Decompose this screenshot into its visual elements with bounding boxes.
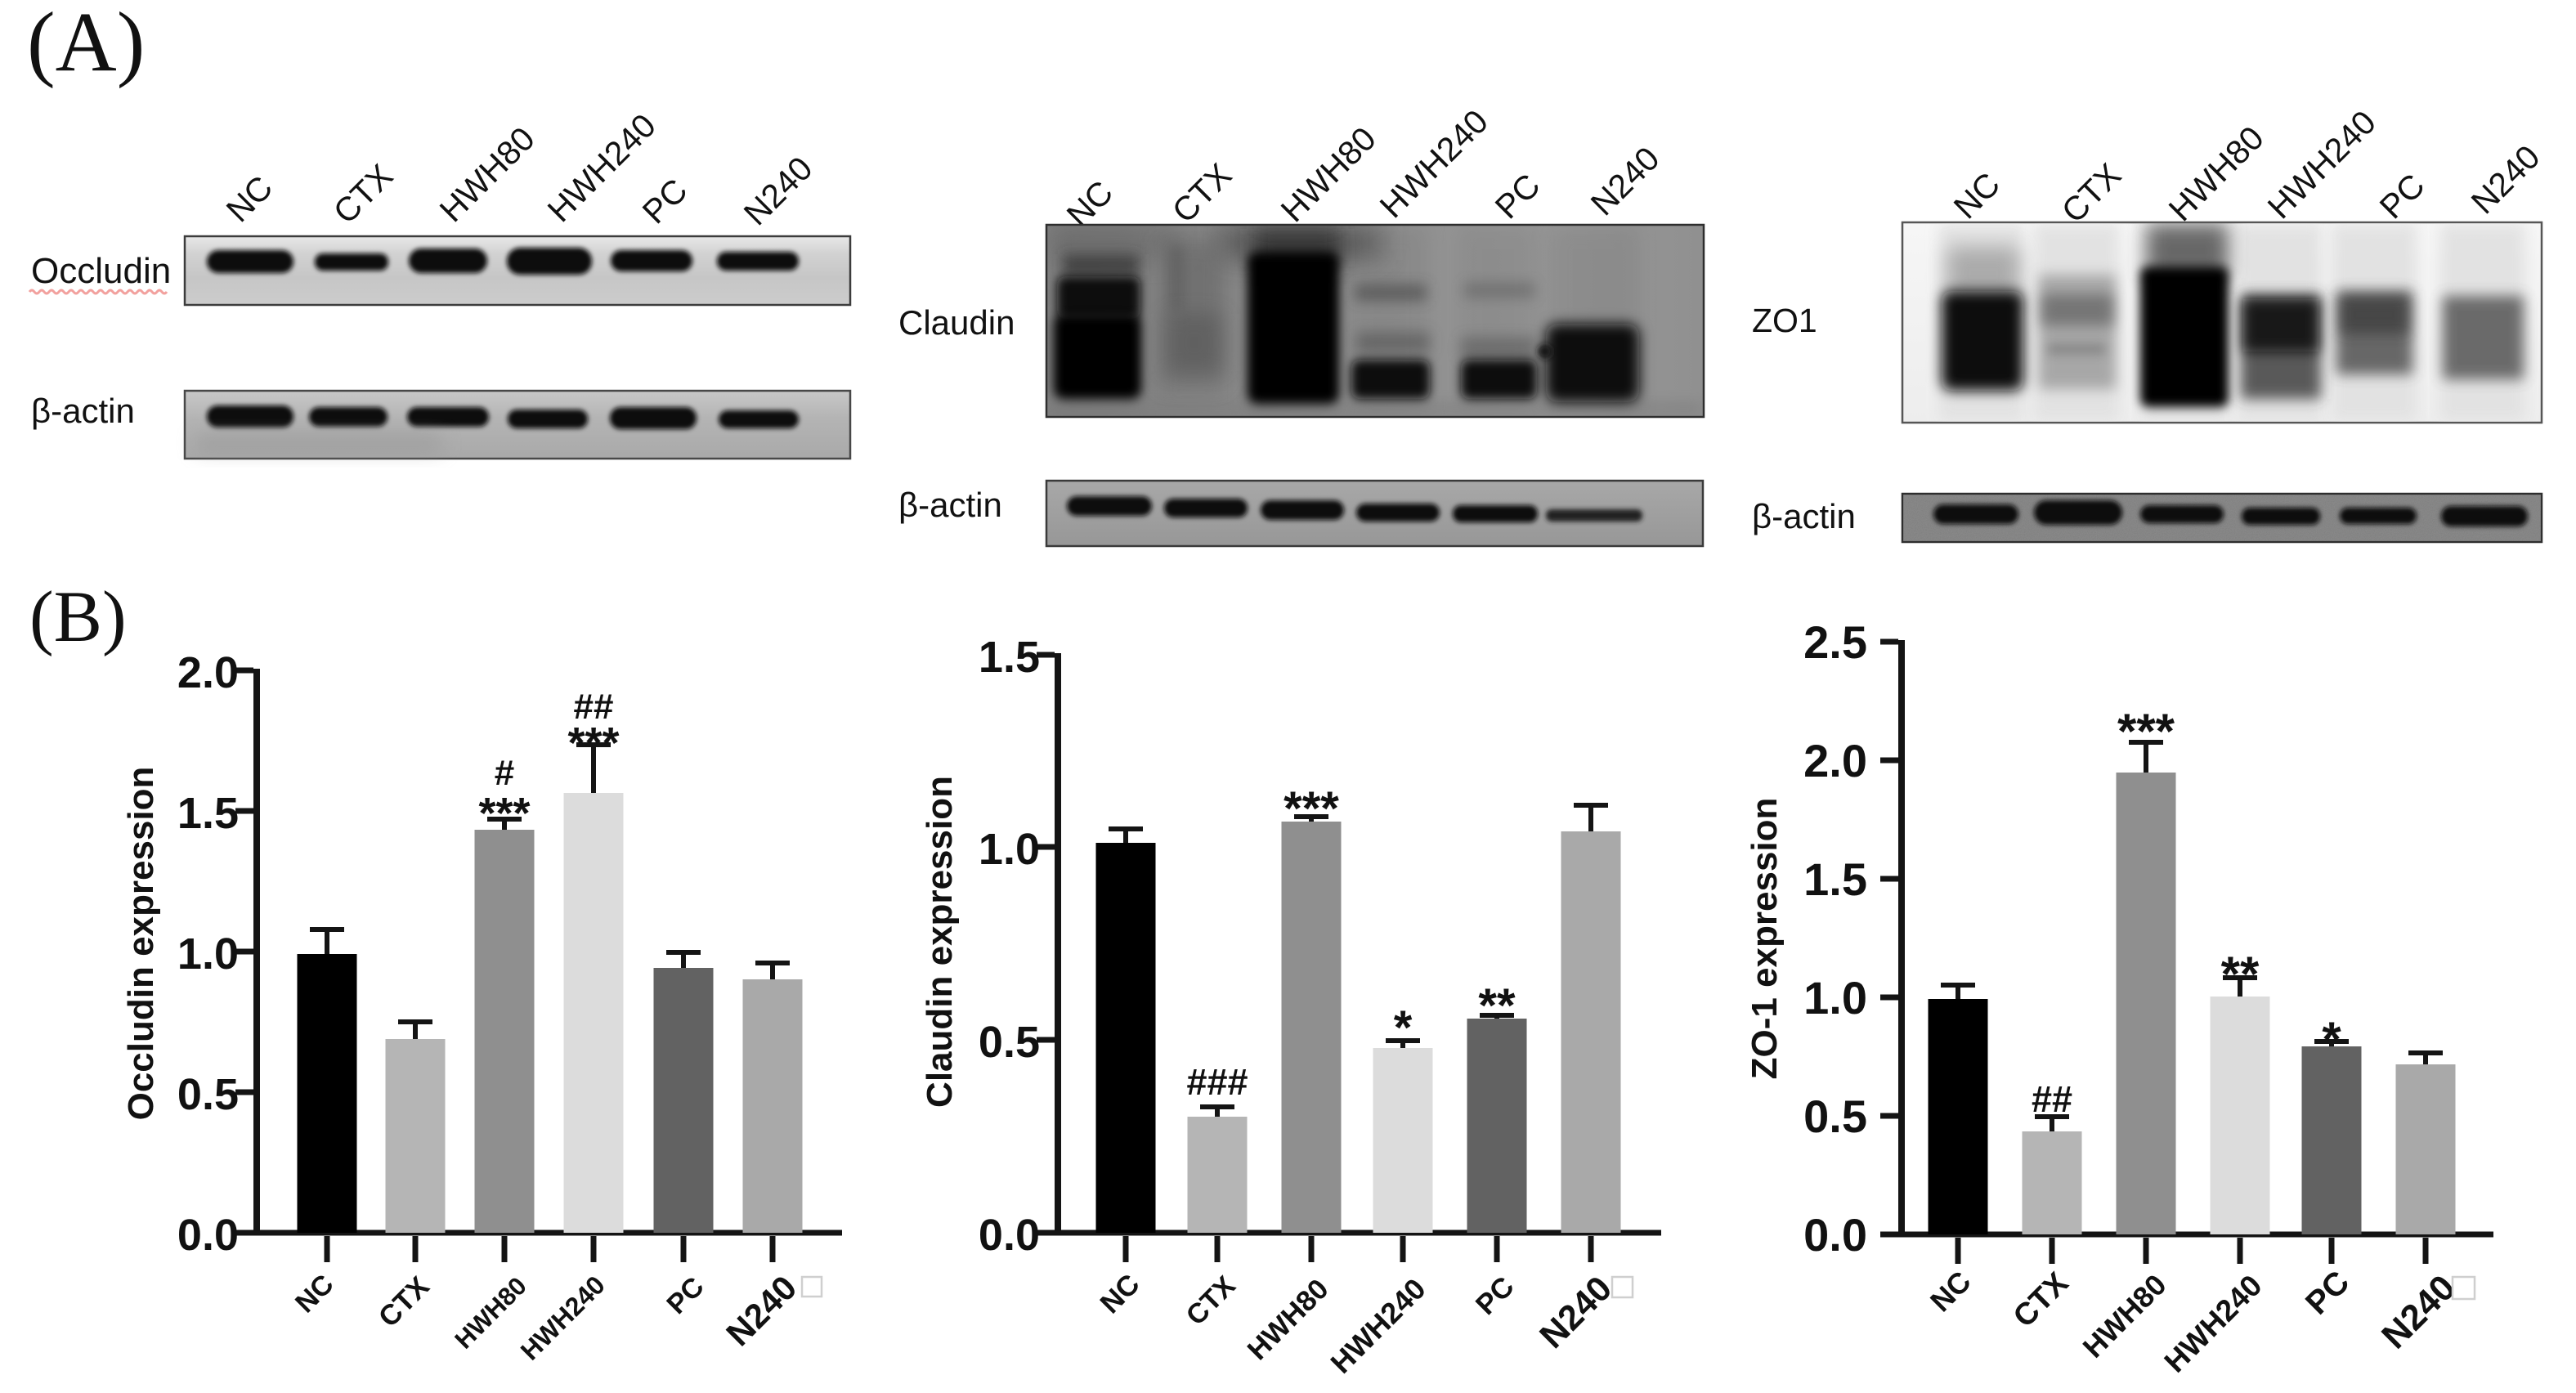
svg-text:CTX: CTX	[2007, 1265, 2076, 1334]
svg-text:2.5: 2.5	[1803, 616, 1867, 668]
svg-text:0.5: 0.5	[177, 1070, 239, 1119]
svg-text:HWH80: HWH80	[1241, 1273, 1334, 1366]
svg-text:NC: NC	[289, 1269, 340, 1319]
svg-text:##: ##	[574, 687, 614, 727]
svg-text:HWH80: HWH80	[1274, 119, 1383, 229]
svg-text:ZO-1 expression: ZO-1 expression	[1745, 798, 1785, 1080]
svg-text:Claudin expression: Claudin expression	[920, 776, 960, 1108]
svg-text:***: ***	[567, 719, 619, 768]
svg-text:###: ###	[1186, 1061, 1248, 1103]
svg-text:HWH240: HWH240	[1324, 1272, 1431, 1380]
svg-text:NC: NC	[1924, 1265, 1978, 1319]
svg-text:HWH80: HWH80	[2162, 119, 2271, 228]
svg-text:PC: PC	[635, 172, 695, 231]
svg-text:NC: NC	[1947, 165, 2007, 226]
svg-text:(B): (B)	[29, 577, 127, 657]
svg-text:0.5: 0.5	[979, 1018, 1040, 1067]
svg-text:N240: N240	[2374, 1267, 2463, 1356]
svg-text:CTX: CTX	[373, 1270, 437, 1334]
svg-text:N240: N240	[2464, 138, 2547, 222]
svg-text:PC: PC	[661, 1271, 710, 1320]
svg-text:##: ##	[2032, 1078, 2072, 1120]
svg-text:β-actin: β-actin	[898, 486, 1002, 524]
svg-text:0.0: 0.0	[979, 1211, 1040, 1260]
svg-text:β-actin: β-actin	[1752, 497, 1856, 535]
svg-text:HWH240: HWH240	[2260, 103, 2383, 226]
svg-text:N240: N240	[737, 150, 820, 233]
svg-text:N240: N240	[719, 1268, 804, 1353]
svg-text:**: **	[1478, 979, 1516, 1032]
svg-text:HWH80: HWH80	[432, 119, 542, 229]
svg-text:HWH240: HWH240	[2158, 1269, 2269, 1379]
svg-text:CTX: CTX	[1180, 1270, 1242, 1332]
svg-text:β-actin: β-actin	[31, 392, 135, 430]
svg-text:(A): (A)	[27, 0, 145, 89]
svg-text:N240: N240	[1532, 1269, 1620, 1356]
svg-text:*: *	[2322, 1012, 2341, 1067]
svg-text:HWH240: HWH240	[1373, 102, 1495, 225]
svg-text:CTX: CTX	[326, 157, 401, 231]
svg-text:***: ***	[1284, 782, 1339, 835]
svg-text:0.0: 0.0	[1803, 1209, 1867, 1261]
svg-text:NC: NC	[219, 168, 280, 229]
svg-text:NC: NC	[1094, 1268, 1145, 1319]
svg-text:1.5: 1.5	[177, 789, 239, 838]
svg-text:2.0: 2.0	[1803, 735, 1867, 786]
svg-text:1.0: 1.0	[979, 825, 1040, 874]
svg-text:1.0: 1.0	[177, 929, 239, 979]
svg-text:PC: PC	[2372, 167, 2432, 226]
svg-text:PC: PC	[1470, 1270, 1521, 1321]
svg-text:PC: PC	[2299, 1264, 2356, 1321]
svg-text:ZO1: ZO1	[1752, 302, 1817, 339]
svg-text:HWH80: HWH80	[2076, 1268, 2173, 1364]
svg-text:**: **	[2221, 947, 2260, 1001]
svg-text:Claudin: Claudin	[898, 303, 1015, 342]
svg-text:***: ***	[2117, 704, 2175, 759]
svg-text:#: #	[495, 753, 514, 793]
svg-text:HWH240: HWH240	[515, 1270, 611, 1365]
svg-text:0.5: 0.5	[1803, 1091, 1867, 1142]
svg-text:0.0: 0.0	[177, 1211, 239, 1260]
svg-text:PC: PC	[1488, 167, 1548, 226]
svg-text:CTX: CTX	[1165, 156, 1239, 231]
svg-text:1.5: 1.5	[979, 633, 1040, 682]
svg-text:CTX: CTX	[2054, 156, 2129, 231]
svg-text:*: *	[1394, 1001, 1413, 1055]
svg-text:Occludin: Occludin	[31, 251, 171, 291]
svg-text:***: ***	[478, 789, 530, 838]
svg-text:N240: N240	[1584, 140, 1667, 223]
svg-text:Occludin expression: Occludin expression	[121, 767, 161, 1121]
svg-text:1.5: 1.5	[1803, 853, 1867, 905]
svg-text:1.0: 1.0	[1803, 972, 1867, 1023]
svg-text:2.0: 2.0	[177, 648, 239, 697]
